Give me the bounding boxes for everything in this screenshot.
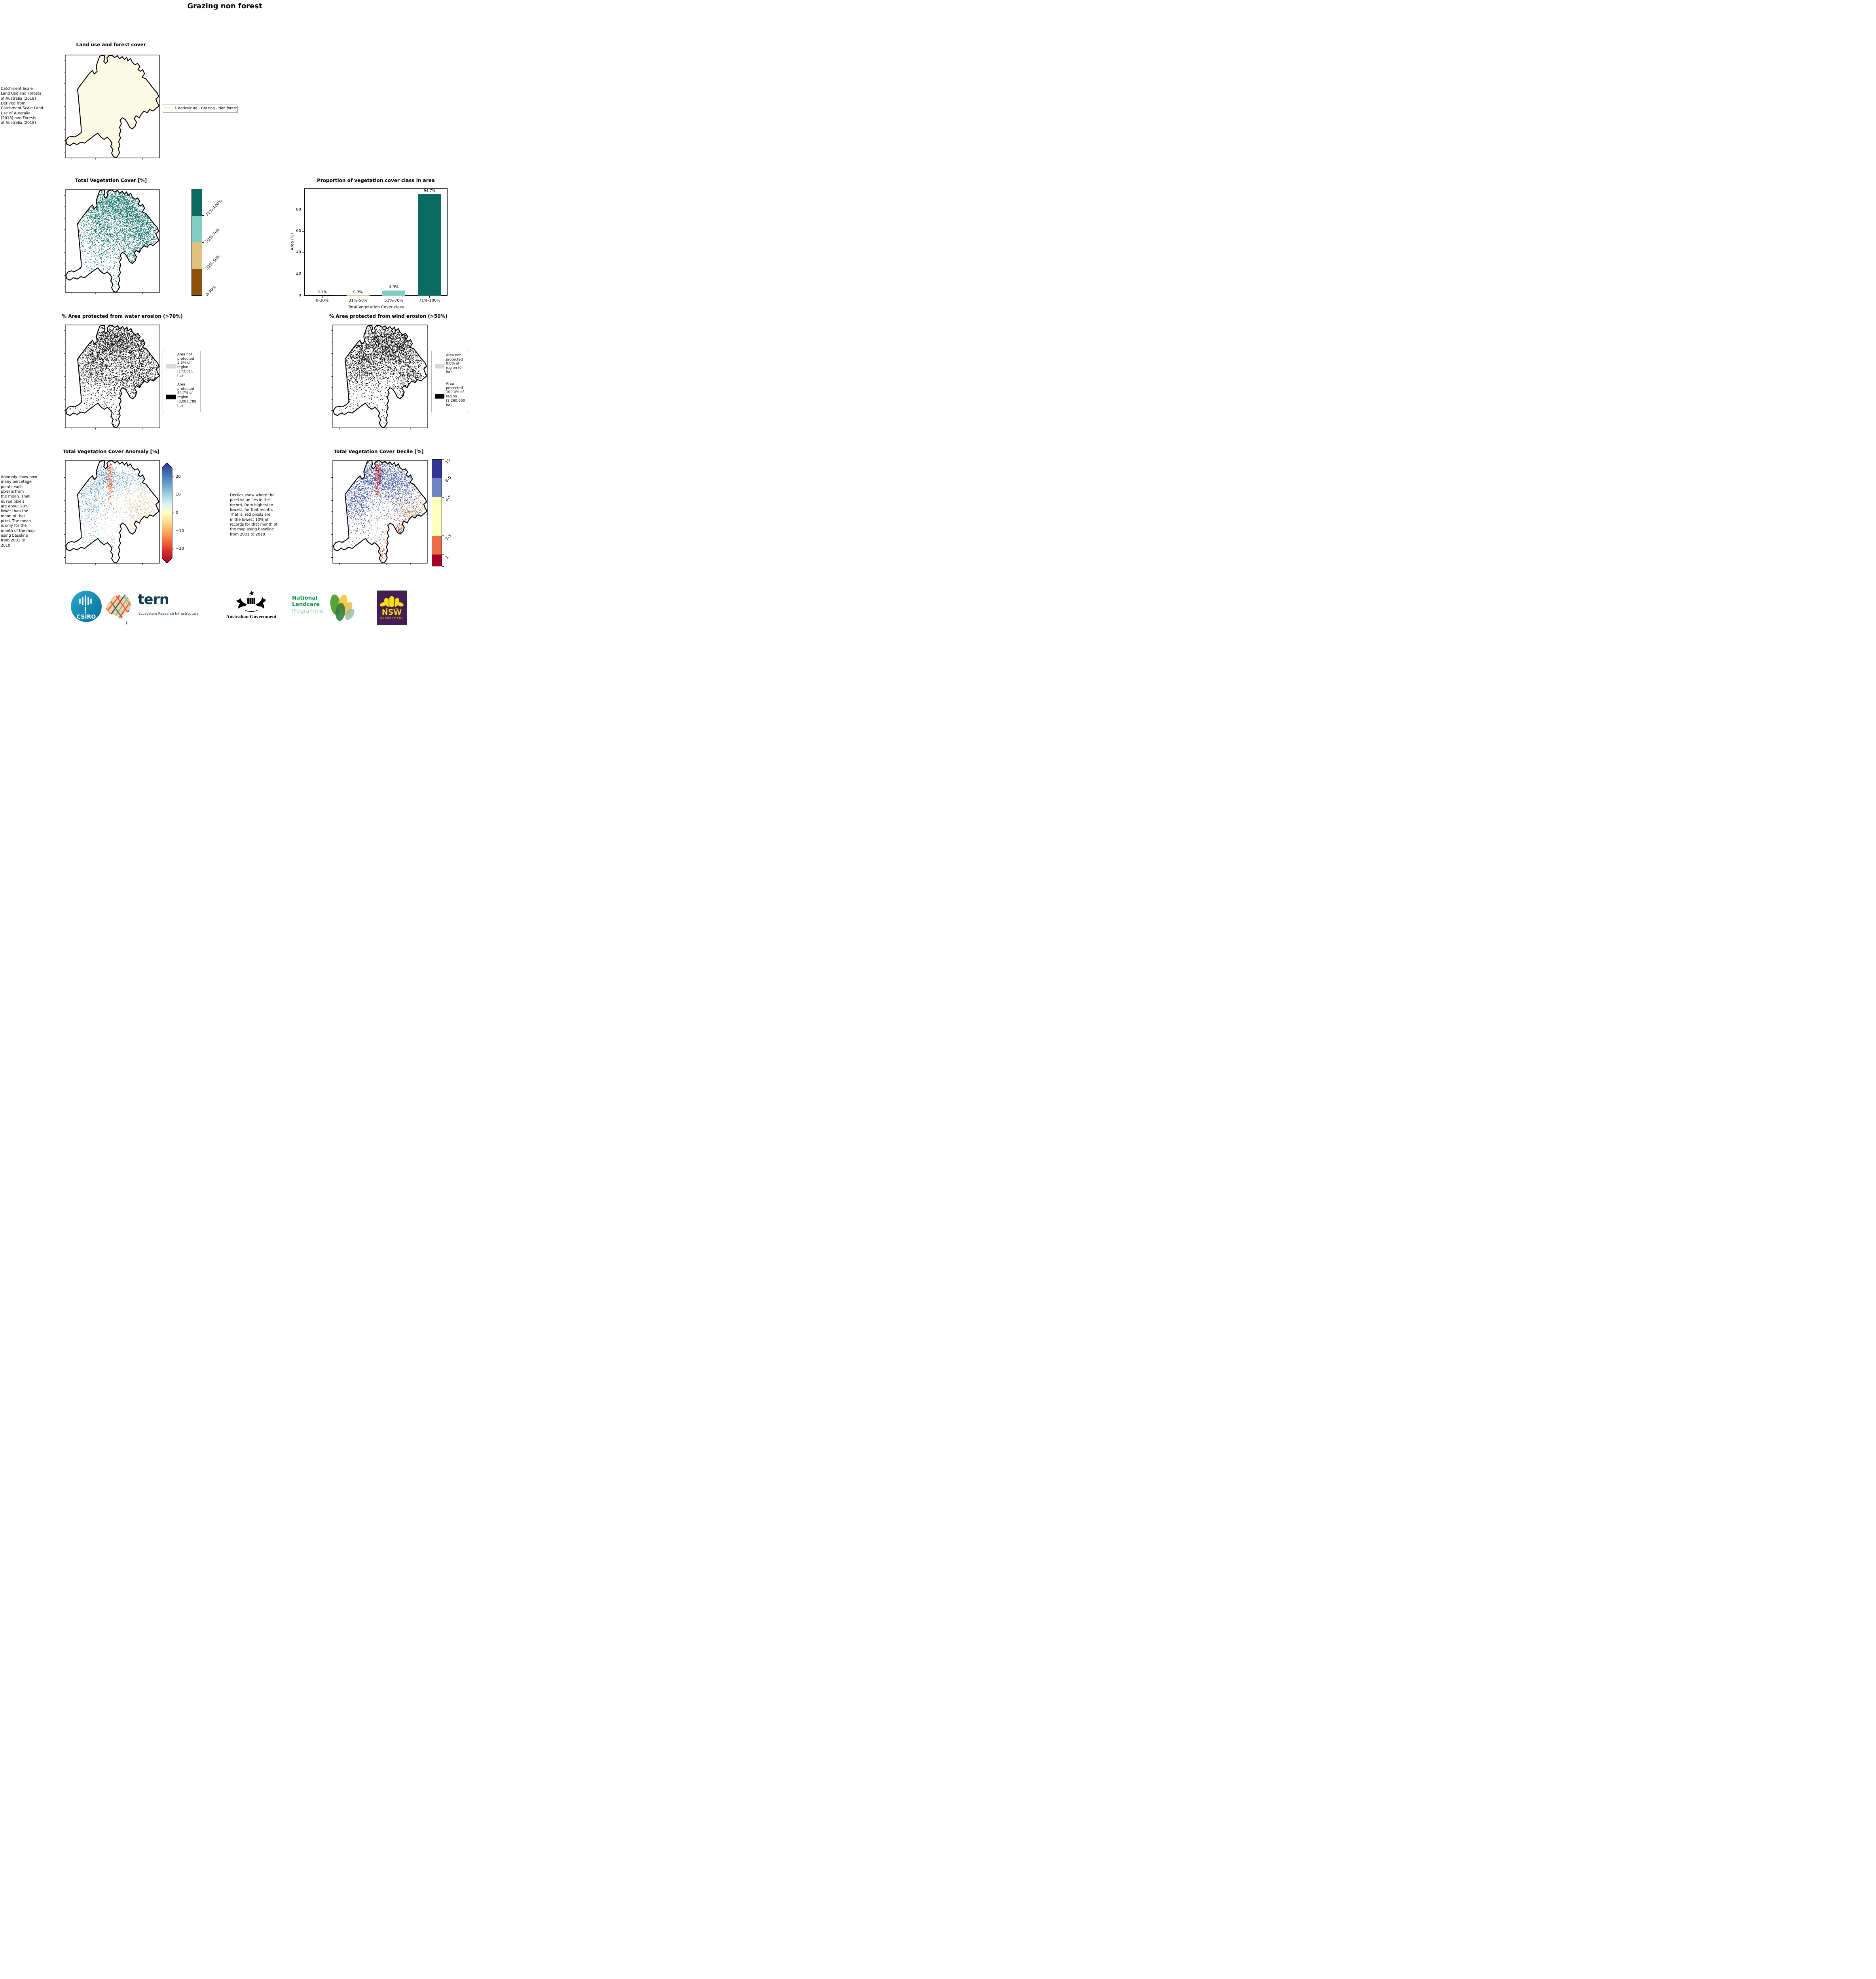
nsw-sublabel: GOVERNMENT bbox=[379, 617, 404, 619]
tern-logo-text: tern bbox=[138, 592, 169, 608]
wind-erosion-legend: Area not protected 0.0% of region (0 ha)… bbox=[431, 350, 469, 413]
tern-logo-subtext: Ecosystem Research Infrastructure bbox=[138, 612, 199, 616]
tvc-colorbar-tick bbox=[202, 242, 204, 243]
water-erosion-map bbox=[62, 324, 161, 431]
bar-71%-100% bbox=[418, 194, 441, 296]
nsw-waratah-icon bbox=[380, 596, 404, 610]
y-tick-label: 20 bbox=[296, 272, 301, 276]
y-tick-label: 40 bbox=[296, 250, 301, 255]
landuse-panel-title: Land use and forest cover bbox=[76, 42, 146, 47]
y-tick-label: 60 bbox=[296, 228, 301, 233]
decile-colorbar-seg-1 bbox=[432, 478, 442, 498]
tvc-colorbar bbox=[192, 189, 202, 296]
y-tick-label: 0 bbox=[298, 293, 301, 298]
australian-government-crest-icon bbox=[236, 591, 266, 612]
decile-title: Total Vegetation Cover Decile [%] bbox=[334, 449, 424, 454]
y-axis-label: Area (%) bbox=[290, 233, 295, 250]
decile-map bbox=[329, 459, 428, 566]
wind-erosion-title: % Area protected from wind erosion (>50%… bbox=[329, 313, 448, 319]
water-protected-swatch bbox=[166, 395, 176, 399]
landuse-legend-label: 1 Agriculture - Grazing - Non forest bbox=[175, 106, 237, 110]
bar-value-label: 4.9% bbox=[389, 285, 399, 290]
tvc-colorbar-label: 51%-70% bbox=[205, 227, 222, 244]
landcare-label-line2: Landcare bbox=[292, 601, 320, 608]
decile-colorbar-label: 10 bbox=[445, 458, 451, 465]
tern-australia-icon bbox=[106, 594, 131, 625]
tvc-colorbar-label: 31%-50% bbox=[205, 254, 222, 271]
wind-erosion-map bbox=[329, 324, 428, 431]
csiro-logo: CSIRO bbox=[71, 591, 102, 622]
landuse-legend-swatch bbox=[164, 106, 172, 110]
landcare-label-line1: National bbox=[292, 595, 318, 601]
landuse-legend: 1 Agriculture - Grazing - Non forest bbox=[162, 104, 237, 112]
tvc-colorbar-label: 71%-100% bbox=[205, 199, 224, 217]
x-tick-label: 31%-50% bbox=[348, 298, 368, 303]
tvc-colorbar-label: 0-30% bbox=[205, 285, 217, 297]
tvc-colorbar-seg-3 bbox=[192, 269, 202, 296]
landcare-leaves-icon bbox=[330, 594, 355, 621]
wind-notprotected-label: Area not protected 0.0% of region (0 ha) bbox=[446, 353, 463, 374]
tvc-panel-title: Total Vegetation Cover [%] bbox=[75, 178, 147, 183]
decile-caption: Deciles show where the pixel value lies … bbox=[230, 493, 277, 537]
water-notprotected-label: Area not protected 5.3% of region (172,8… bbox=[177, 353, 194, 378]
x-tick-label: 71%-100% bbox=[419, 298, 440, 303]
decile-colorbar-tick bbox=[442, 566, 444, 567]
water-erosion-title: % Area protected from water erosion (>70… bbox=[62, 313, 183, 319]
bar-31%-50% bbox=[346, 295, 370, 296]
water-notprotected-swatch bbox=[166, 364, 176, 368]
decile-colorbar-seg-0 bbox=[432, 459, 442, 478]
decile-colorbar-tick bbox=[442, 497, 444, 498]
nsw-label: NSW bbox=[381, 608, 402, 617]
tvc-map bbox=[62, 188, 160, 296]
anomaly-map bbox=[62, 459, 160, 566]
bar-value-label: 0.3% bbox=[353, 290, 363, 294]
svg-text:CSIRO: CSIRO bbox=[77, 614, 96, 620]
landcare-label-line3: Programme bbox=[292, 608, 323, 614]
report-page: Grazing non forest Land use and forest c… bbox=[0, 0, 469, 625]
landuse-map bbox=[62, 54, 160, 161]
tvc-colorbar-tick bbox=[202, 215, 204, 216]
decile-colorbar bbox=[432, 459, 442, 566]
australian-government-label: Australian Government bbox=[226, 614, 277, 619]
decile-colorbar-label: 1 bbox=[445, 555, 450, 560]
wind-protected-label: Area protected 100.0% of region (3,260,6… bbox=[446, 382, 465, 407]
decile-colorbar-label: 2-3 bbox=[445, 534, 453, 541]
x-tick-label: 0-30% bbox=[316, 298, 329, 303]
decile-colorbar-seg-4 bbox=[432, 555, 442, 566]
page-title: Grazing non forest bbox=[187, 2, 262, 10]
x-tick-label: 51%-70% bbox=[384, 298, 404, 303]
csiro-wave-icon bbox=[79, 595, 92, 611]
wind-protected-swatch bbox=[435, 394, 444, 399]
y-tick-label: 80 bbox=[296, 207, 301, 212]
anomaly-colorbar bbox=[162, 462, 174, 564]
anomaly-colorbar-label: 10 bbox=[176, 492, 181, 497]
nsw-government-logo: NSW GOVERNMENT bbox=[377, 591, 407, 625]
wind-notprotected-swatch bbox=[435, 364, 444, 368]
anomaly-title: Total Vegetation Cover Anomaly [%] bbox=[63, 449, 159, 454]
decile-colorbar-seg-3 bbox=[432, 536, 442, 555]
x-axis-label: Total Vegetation Cover class bbox=[348, 305, 404, 310]
decile-colorbar-seg-2 bbox=[432, 497, 442, 536]
bar-51%-70% bbox=[382, 290, 406, 296]
tvc-colorbar-seg-0 bbox=[192, 189, 202, 216]
bar-value-label: 94.7% bbox=[423, 188, 436, 193]
anomaly-colorbar-label: 20 bbox=[176, 474, 181, 479]
anomaly-caption: Anomaly show how many percetage points e… bbox=[1, 475, 37, 548]
water-erosion-legend: Area not protected 5.3% of region (172,8… bbox=[163, 350, 201, 413]
bar-value-label: 0.1% bbox=[317, 290, 327, 294]
y-tick bbox=[302, 231, 304, 232]
anomaly-colorbar-label: −20 bbox=[176, 547, 184, 551]
proportion-chart-title: Proportion of vegetation cover class in … bbox=[317, 178, 435, 183]
tvc-colorbar-seg-2 bbox=[192, 242, 202, 269]
water-protected-label: Area protected 94.7% of region (3,087,78… bbox=[177, 383, 197, 408]
x-tick bbox=[429, 296, 430, 298]
landuse-caption: Catchment Scale Land Use and Forests of … bbox=[1, 87, 44, 125]
anomaly-colorbar-label: 0 bbox=[176, 511, 178, 515]
anomaly-colorbar-label: −10 bbox=[176, 528, 184, 533]
decile-colorbar-tick bbox=[442, 459, 444, 460]
decile-colorbar-label: 8-9 bbox=[445, 475, 453, 484]
decile-colorbar-label: 4-7 bbox=[445, 495, 453, 503]
tvc-colorbar-seg-1 bbox=[192, 215, 202, 242]
